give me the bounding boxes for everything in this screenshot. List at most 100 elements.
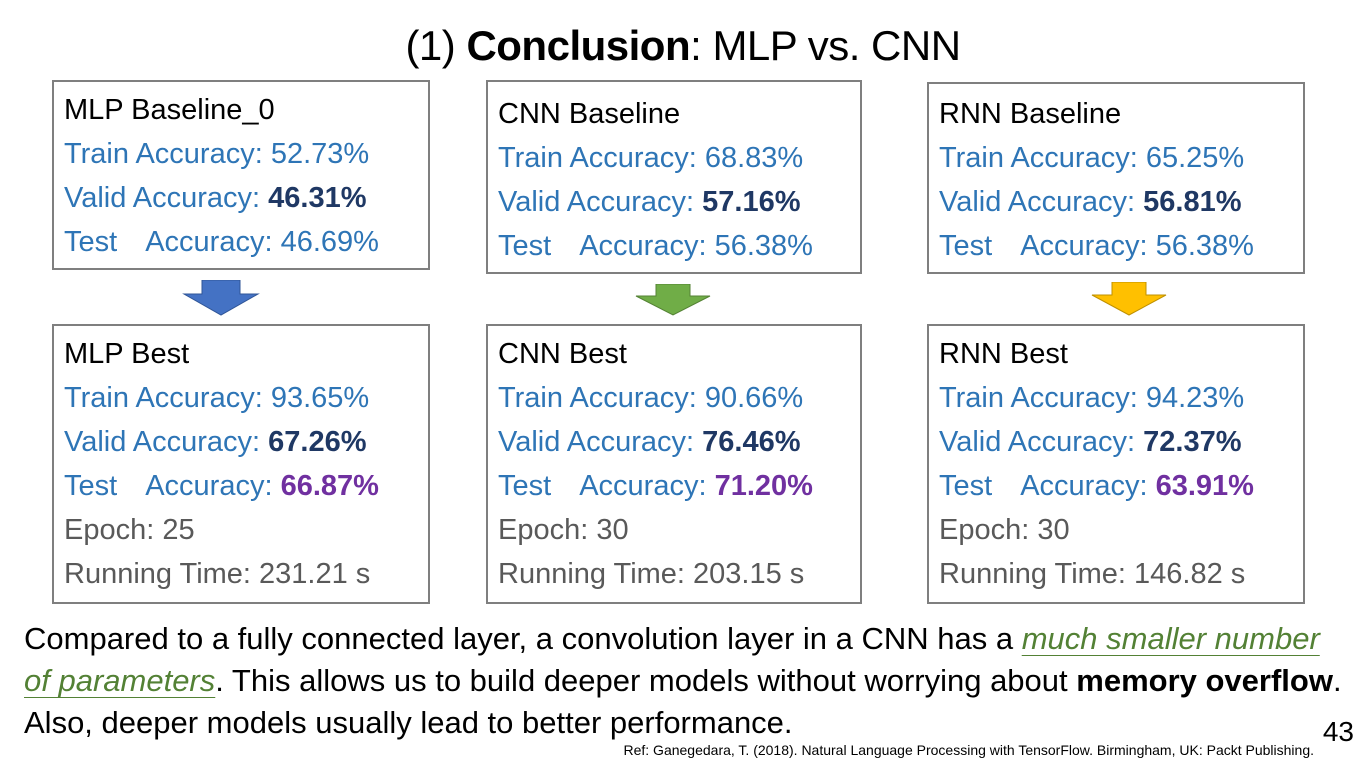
train-accuracy-line: Train Accuracy: 65.25% <box>939 136 1303 180</box>
box-heading: CNN Baseline <box>498 98 681 130</box>
title-suffix: : MLP vs. CNN <box>690 22 961 69</box>
valid-value: 56.81% <box>1143 186 1242 218</box>
test-value: 66.87% <box>280 470 379 502</box>
epoch-label: Epoch: <box>939 514 1038 546</box>
valid-value: 57.16% <box>702 186 801 218</box>
test-value: 63.91% <box>1155 470 1254 502</box>
box-heading: RNN Best <box>939 338 1068 370</box>
epoch-line: Epoch: 30 <box>498 508 860 552</box>
train-label: Train Accuracy: <box>498 142 705 174</box>
blue-down-arrow-icon <box>182 280 260 316</box>
train-label: Train Accuracy: <box>939 142 1146 174</box>
time-value: 146.82 s <box>1134 558 1246 590</box>
box-heading: RNN Baseline <box>939 98 1122 130</box>
conclusion-paragraph: Compared to a fully connected layer, a c… <box>24 618 1354 744</box>
running-time-line: Running Time: 146.82 s <box>939 552 1303 596</box>
test-label: Test <box>939 230 993 262</box>
page-number: 43 <box>1322 716 1354 747</box>
gold-down-arrow-icon <box>1091 282 1167 316</box>
valid-accuracy-line: Valid Accuracy: 67.26% <box>64 420 428 464</box>
valid-value: 46.31% <box>268 182 367 214</box>
train-label: Train Accuracy: <box>64 382 271 414</box>
test-accuracy-line: Test Accuracy: 71.20% <box>498 464 860 508</box>
valid-label: Valid Accuracy: <box>939 186 1144 218</box>
valid-label: Valid Accuracy: <box>64 426 269 458</box>
accuracy-label: Accuracy: <box>145 226 281 258</box>
test-label: Test <box>64 226 118 258</box>
train-label: Train Accuracy: <box>939 382 1146 414</box>
test-value: 56.38% <box>714 230 813 262</box>
valid-value: 72.37% <box>1143 426 1242 458</box>
cnn-baseline-box: CNN Baseline Train Accuracy: 68.83% Vali… <box>486 80 862 274</box>
train-accuracy-line: Train Accuracy: 90.66% <box>498 376 860 420</box>
accuracy-label: Accuracy: <box>579 230 715 262</box>
train-label: Train Accuracy: <box>498 382 705 414</box>
train-value: 90.66% <box>704 382 804 414</box>
paragraph-text-2: . This allows us to build deeper models … <box>215 663 1077 698</box>
train-value: 52.73% <box>270 138 370 170</box>
test-value: 56.38% <box>1155 230 1254 262</box>
cnn-best-box: CNN Best Train Accuracy: 90.66% Valid Ac… <box>486 324 862 604</box>
mlp-best-box: MLP Best Train Accuracy: 93.65% Valid Ac… <box>52 324 430 604</box>
test-accuracy-line: Test Accuracy: 46.69% <box>64 220 428 264</box>
title-prefix: (1) <box>405 22 467 69</box>
valid-accuracy-line: Valid Accuracy: 46.31% <box>64 176 428 220</box>
epoch-line: Epoch: 30 <box>939 508 1303 552</box>
green-down-arrow-icon <box>635 284 711 316</box>
box-heading: MLP Best <box>64 338 190 370</box>
paragraph-text-3: . Also, deeper models usually lead to be… <box>24 663 1342 740</box>
epoch-label: Epoch: <box>498 514 597 546</box>
test-accuracy-line: Test Accuracy: 56.38% <box>939 224 1303 268</box>
epoch-label: Epoch: <box>64 514 163 546</box>
running-time-line: Running Time: 203.15 s <box>498 552 860 596</box>
paragraph-text-1: Compared to a fully connected layer, a c… <box>24 621 1022 656</box>
epoch-value: 30 <box>1037 514 1070 546</box>
slide-title: (1) Conclusion: MLP vs. CNN <box>0 18 1366 74</box>
test-label: Test <box>939 470 993 502</box>
test-label: Test <box>498 470 552 502</box>
train-accuracy-line: Train Accuracy: 93.65% <box>64 376 428 420</box>
time-label: Running Time: <box>64 558 260 590</box>
valid-accuracy-line: Valid Accuracy: 72.37% <box>939 420 1303 464</box>
epoch-value: 25 <box>162 514 195 546</box>
train-accuracy-line: Train Accuracy: 68.83% <box>498 136 860 180</box>
valid-value: 67.26% <box>268 426 367 458</box>
epoch-line: Epoch: 25 <box>64 508 428 552</box>
accuracy-label: Accuracy: <box>145 470 281 502</box>
valid-accuracy-line: Valid Accuracy: 76.46% <box>498 420 860 464</box>
rnn-baseline-box: RNN Baseline Train Accuracy: 65.25% Vali… <box>927 82 1305 274</box>
accuracy-label: Accuracy: <box>579 470 715 502</box>
time-value: 203.15 s <box>693 558 805 590</box>
train-value: 93.65% <box>270 382 370 414</box>
time-value: 231.21 s <box>259 558 371 590</box>
test-value: 46.69% <box>280 226 379 258</box>
accuracy-label: Accuracy: <box>1020 470 1156 502</box>
valid-accuracy-line: Valid Accuracy: 57.16% <box>498 180 860 224</box>
mlp-baseline-box: MLP Baseline_0 Train Accuracy: 52.73% Va… <box>52 80 430 270</box>
train-label: Train Accuracy: <box>64 138 271 170</box>
valid-label: Valid Accuracy: <box>939 426 1144 458</box>
valid-label: Valid Accuracy: <box>498 186 703 218</box>
train-accuracy-line: Train Accuracy: 52.73% <box>64 132 428 176</box>
paragraph-bold-text: memory overflow <box>1076 663 1333 698</box>
rnn-best-box: RNN Best Train Accuracy: 94.23% Valid Ac… <box>927 324 1305 604</box>
train-value: 65.25% <box>1145 142 1245 174</box>
test-accuracy-line: Test Accuracy: 63.91% <box>939 464 1303 508</box>
highlight-link-text: much smaller number of parameters <box>24 621 1320 698</box>
title-bold: Conclusion <box>466 22 691 69</box>
valid-value: 76.46% <box>702 426 801 458</box>
time-label: Running Time: <box>498 558 694 590</box>
valid-label: Valid Accuracy: <box>498 426 703 458</box>
epoch-value: 30 <box>596 514 629 546</box>
reference-citation: Ref: Ganegedara, T. (2018). Natural Lang… <box>623 742 1314 758</box>
test-accuracy-line: Test Accuracy: 56.38% <box>498 224 860 268</box>
test-value: 71.20% <box>714 470 813 502</box>
test-label: Test <box>64 470 118 502</box>
valid-label: Valid Accuracy: <box>64 182 269 214</box>
time-label: Running Time: <box>939 558 1135 590</box>
box-heading: MLP Baseline_0 <box>64 94 275 126</box>
valid-accuracy-line: Valid Accuracy: 56.81% <box>939 180 1303 224</box>
test-accuracy-line: Test Accuracy: 66.87% <box>64 464 428 508</box>
running-time-line: Running Time: 231.21 s <box>64 552 428 596</box>
train-value: 68.83% <box>704 142 804 174</box>
